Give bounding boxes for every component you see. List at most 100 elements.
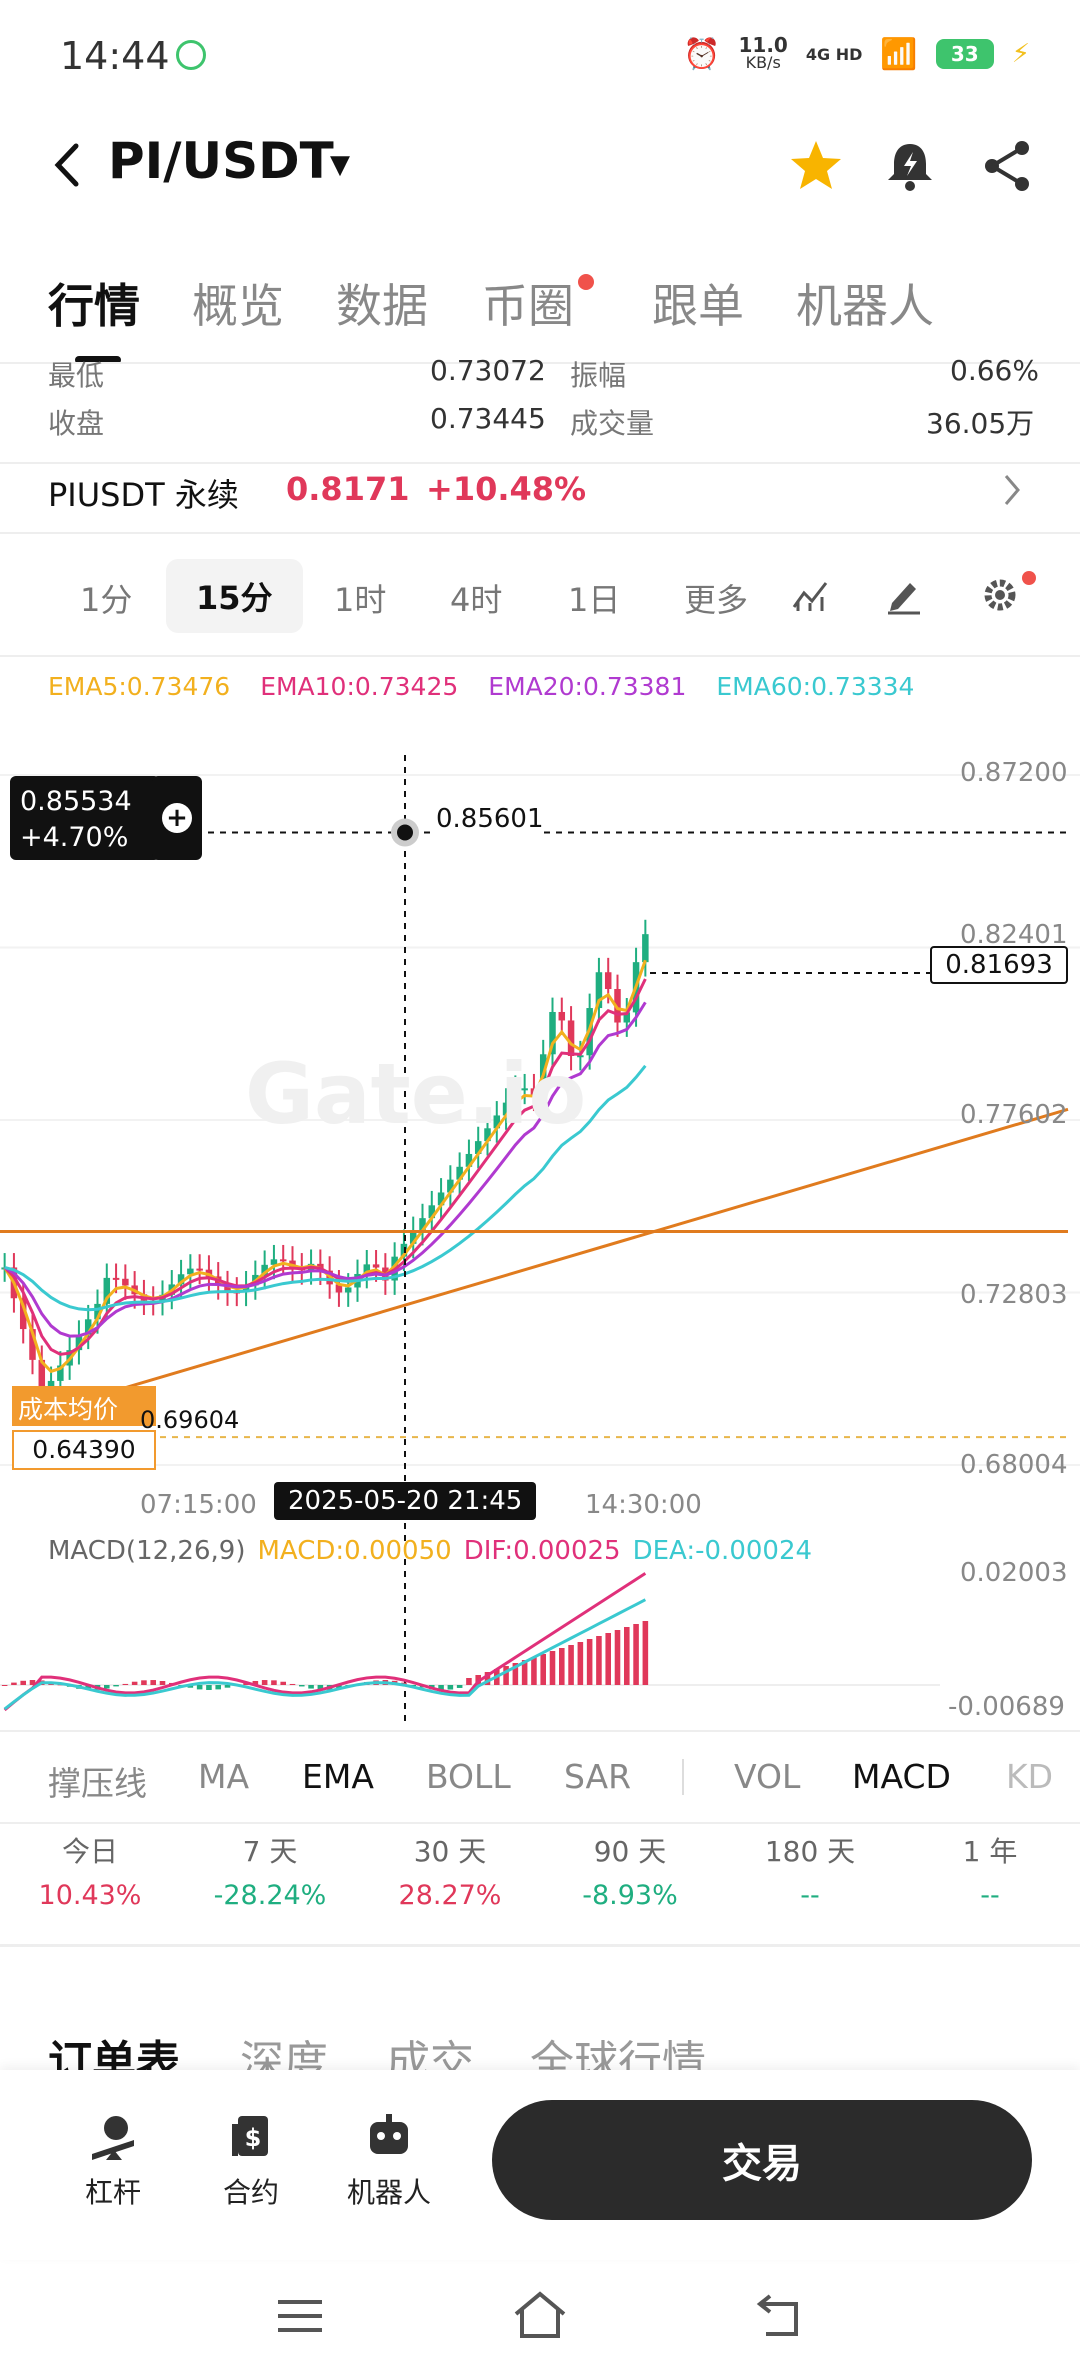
crosshair-dot (397, 824, 413, 841)
tab-data[interactable]: 数据 (336, 279, 428, 333)
macd-title: MACD(12,26,9) (48, 1536, 246, 1566)
notification-dot (1022, 571, 1036, 585)
tab-market[interactable]: 行情 (48, 279, 140, 333)
ind-tab-ema[interactable]: EMA (302, 1757, 374, 1796)
dea-value: DEA:-0.00024 (632, 1536, 813, 1566)
candle-body (567, 1020, 575, 1057)
ind-tab-macd[interactable]: MACD (852, 1757, 951, 1796)
macd-bar (261, 1680, 268, 1685)
ind-tab-kd[interactable]: KD (1006, 1757, 1054, 1796)
contract-button[interactable]: $ 合约 (196, 2110, 306, 2211)
divider (0, 1944, 1080, 1947)
interval-1d[interactable]: 1日 (568, 581, 621, 619)
ind-tab-boll[interactable]: BOLL (426, 1757, 511, 1796)
perf-7d: 7 天 -28.24% (213, 1835, 327, 1911)
interval-more[interactable]: 更多 (684, 581, 749, 619)
y-tick: 0.87200 (960, 758, 1068, 788)
ind-tab-support[interactable]: 撑压线 (48, 1764, 147, 1803)
performance-row: 今日 10.43% 7 天 -28.24% 30 天 28.27% 90 天 -… (0, 1830, 1080, 1950)
candle-body (577, 1055, 584, 1058)
macd-bar (521, 1660, 528, 1685)
ema60-value: EMA60:0.73334 (716, 672, 915, 701)
alarm-icon: ⏰ (683, 36, 721, 72)
candle-body (372, 1264, 380, 1268)
macd-bar (586, 1639, 593, 1685)
candle-body (47, 1380, 55, 1391)
perp-change: +10.48% (426, 470, 587, 508)
chart-canvas[interactable] (0, 730, 1080, 1730)
tab-overview[interactable]: 概览 (192, 279, 284, 333)
interval-1h[interactable]: 1时 (334, 581, 387, 619)
interval-4h[interactable]: 4时 (450, 581, 503, 619)
amplitude-value: 0.66% (950, 354, 1039, 387)
tab-copy[interactable]: 跟单 (652, 279, 744, 333)
candle-body (549, 1011, 556, 1055)
macd-bar (224, 1685, 231, 1688)
tab-robot[interactable]: 机器人 (796, 279, 934, 333)
macd-bar (614, 1630, 621, 1685)
divider (0, 532, 1080, 534)
diagonal-trendline (69, 1107, 1069, 1406)
interval-1m[interactable]: 1分 (80, 581, 133, 619)
draw-pen-icon[interactable] (884, 575, 924, 615)
chevron-down-icon[interactable]: ▼ (330, 150, 350, 180)
star-icon[interactable] (786, 136, 846, 196)
candle-body (595, 972, 603, 1009)
candle-body (558, 1011, 566, 1021)
candle-body (57, 1365, 64, 1381)
ind-tab-ma[interactable]: MA (198, 1757, 250, 1796)
candle-body (623, 1012, 631, 1023)
divider (0, 1730, 1080, 1732)
macd-bar (596, 1636, 602, 1685)
notification-dot (578, 274, 594, 290)
crosshair-change: +4.70% (20, 822, 129, 853)
robot-icon (370, 2114, 408, 2154)
dea-line (3, 1598, 647, 1711)
candle-body (419, 1218, 426, 1231)
candle-body (465, 1153, 473, 1167)
macd-bar (206, 1685, 212, 1690)
ind-tab-sar[interactable]: SAR (564, 1757, 632, 1796)
volume-label: 成交量 (570, 407, 655, 440)
macd-y-tick: -0.00689 (948, 1692, 1065, 1722)
robot-button[interactable]: 机器人 (334, 2110, 444, 2211)
settings-gear-icon[interactable] (980, 575, 1020, 615)
macd-bar (29, 1680, 36, 1685)
tab-underline (75, 356, 121, 364)
macd-bar (317, 1685, 324, 1690)
candle-body (196, 1268, 203, 1271)
candle-body (484, 1128, 491, 1142)
perpetual-row[interactable]: PIUSDT 永续 0.8171 +10.48% (0, 462, 1080, 522)
macd-bar (215, 1685, 221, 1690)
amplitude-label: 振幅 (570, 359, 627, 392)
ema-legend: EMA5:0.73476 EMA10:0.73425 EMA20:0.73381… (48, 672, 914, 701)
macd-bar (113, 1685, 119, 1687)
pair-title[interactable]: PI/USDT (108, 132, 334, 190)
ind-tab-vol[interactable]: VOL (734, 1757, 801, 1796)
indicator-icon[interactable] (790, 575, 830, 615)
candle-body (103, 1277, 111, 1304)
header: PI/USDT ▼ (0, 110, 1080, 220)
back-icon[interactable] (48, 140, 88, 190)
menu-icon[interactable] (276, 2296, 324, 2336)
leverage-button[interactable]: 杠杆 (58, 2110, 168, 2211)
candle-body (428, 1205, 436, 1219)
home-icon[interactable] (512, 2290, 568, 2340)
status-bar: 14:44 ⏰ 11.0 KB/s 4G HD 📶 33 ⚡ (0, 0, 1080, 110)
bell-icon[interactable] (880, 136, 940, 196)
interval-bar: 1分 15分 1时 4时 1日 更多 (0, 555, 1080, 635)
signal-icon: 4G HD (805, 44, 863, 64)
candle-body (400, 1243, 408, 1257)
dif-line (3, 1572, 647, 1712)
macd-bar (466, 1678, 472, 1685)
system-nav-bar (0, 2270, 1080, 2376)
share-icon[interactable] (978, 136, 1038, 196)
chevron-right-icon (1004, 475, 1020, 505)
candlestick-chart[interactable]: 0.87200 0.82401 0.77602 0.72803 0.68004 … (0, 730, 1080, 1730)
candle-body (642, 934, 649, 963)
interval-15m[interactable]: 15分 (166, 559, 303, 633)
tab-community[interactable]: 币圈 (482, 279, 574, 333)
trade-button[interactable]: 交易 (492, 2100, 1032, 2220)
back-nav-icon[interactable] (756, 2292, 806, 2338)
add-alert-button[interactable]: + (152, 776, 202, 860)
